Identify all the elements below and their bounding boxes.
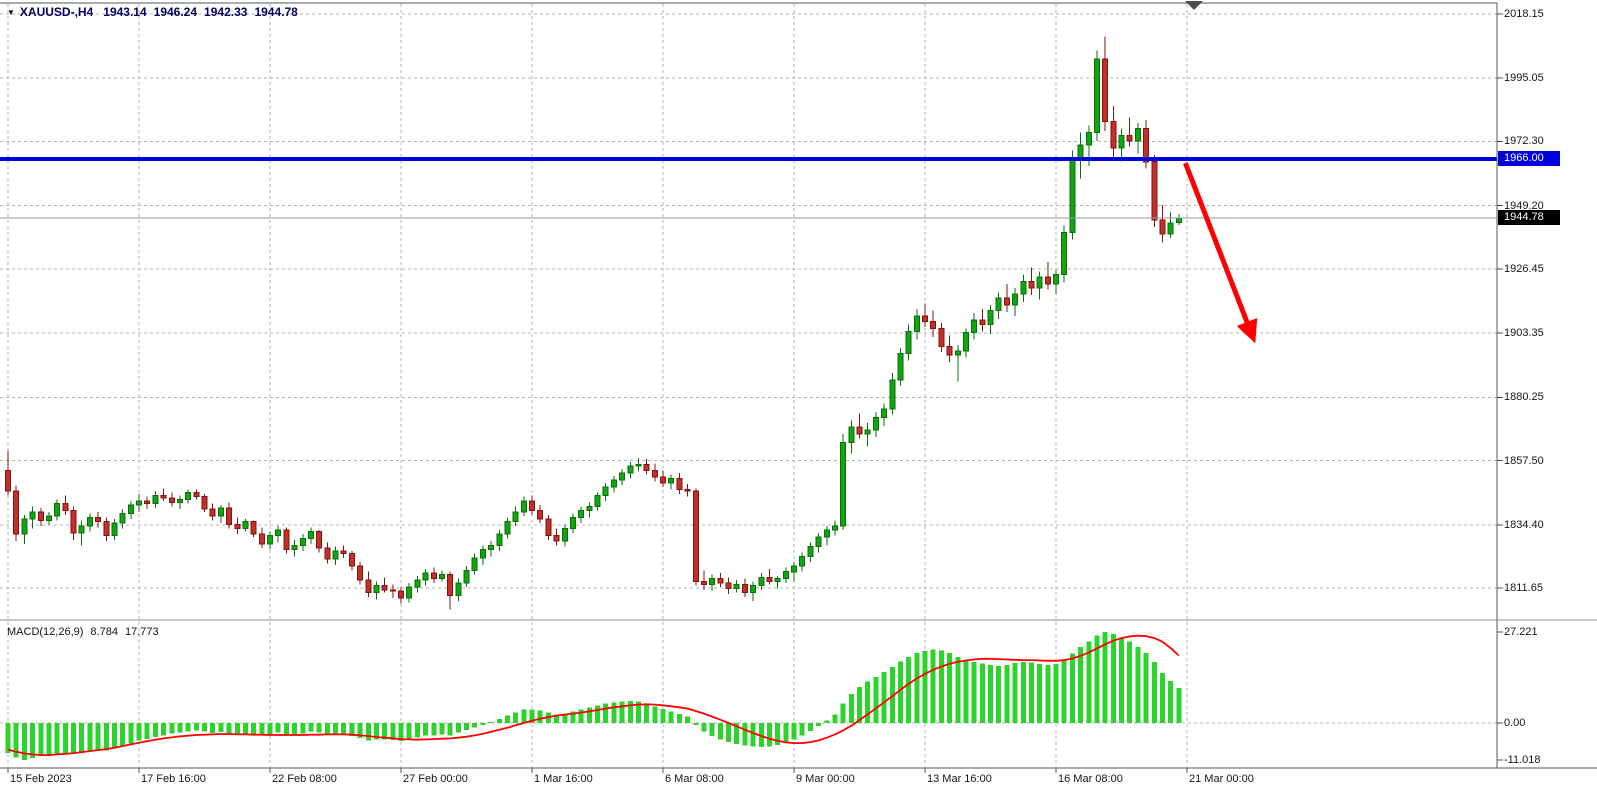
- time-axis-label: 15 Feb 2023: [10, 773, 72, 785]
- macd-axis-label: 0.00: [1504, 717, 1526, 729]
- time-axis-label: 17 Feb 16:00: [141, 773, 206, 785]
- macd-main-value: 8.784: [90, 626, 118, 638]
- macd-signal-value: 17.773: [124, 626, 159, 638]
- ohlc-info-line: ▼ XAUUSD-,H4 1943.14 1946.24 1942.33 1944.78: [7, 5, 305, 19]
- time-axis-label: 21 Mar 00:00: [1189, 773, 1254, 785]
- time-axis-label: 13 Mar 16:00: [927, 773, 992, 785]
- price-axis-label: 1949.20: [1504, 200, 1544, 212]
- macd-axis-label: -11.018: [1504, 754, 1541, 766]
- macd-axis-label: 27.221: [1504, 626, 1538, 638]
- chart-shift-marker-icon[interactable]: [1185, 1, 1203, 10]
- price-axis-label: 1995.05: [1504, 72, 1544, 84]
- price-axis-label: 1857.50: [1504, 455, 1544, 467]
- time-axis-label: 6 Mar 08:00: [665, 773, 724, 785]
- macd-indicator-label: MACD(12,26,9) 8.784 17.773: [7, 626, 166, 638]
- ohlc-close-value: 1944.78: [254, 5, 298, 19]
- time-axis-label: 22 Feb 08:00: [272, 773, 337, 785]
- macd-name: MACD(12,26,9): [7, 626, 84, 638]
- ohlc-open-value: 1943.14: [103, 5, 147, 19]
- price-axis-label: 1972.30: [1504, 135, 1544, 147]
- time-axis-label: 1 Mar 16:00: [534, 773, 593, 785]
- current-price-tag: 1944.78: [1498, 210, 1560, 225]
- price-axis-label: 1880.25: [1504, 391, 1544, 403]
- time-axis-label: 16 Mar 08:00: [1058, 773, 1123, 785]
- hline-price-tag: 1966.00: [1498, 151, 1560, 166]
- ohlc-low-value: 1942.33: [204, 5, 248, 19]
- ohlc-high-value: 1946.24: [153, 5, 198, 19]
- price-axis-label: 1811.65: [1504, 582, 1543, 594]
- symbol-dropdown-icon[interactable]: ▼: [7, 8, 15, 17]
- symbol-period-label: XAUUSD-,H4: [19, 5, 94, 19]
- price-axis-label: 2018.15: [1504, 8, 1544, 20]
- time-axis-label: 9 Mar 00:00: [796, 773, 855, 785]
- price-axis-label: 1926.45: [1504, 263, 1544, 275]
- price-axis-label: 1903.35: [1504, 327, 1544, 339]
- time-axis-label: 27 Feb 00:00: [403, 773, 468, 785]
- price-axis-label: 1834.40: [1504, 519, 1544, 531]
